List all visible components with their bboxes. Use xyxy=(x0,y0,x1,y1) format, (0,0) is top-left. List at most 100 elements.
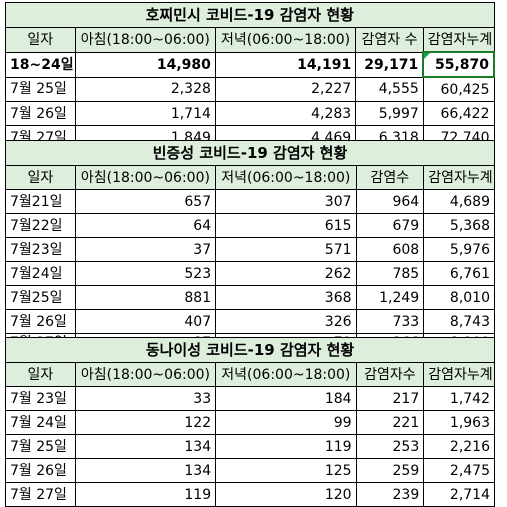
date-cell[interactable]: 7월23일 xyxy=(5,237,76,262)
cumulative-cell[interactable]: 4,689 xyxy=(423,189,495,214)
evening-cell[interactable]: 120 xyxy=(215,482,357,507)
infected-cell[interactable]: 239 xyxy=(355,482,425,507)
date-cell[interactable]: 7월 24일 xyxy=(5,410,76,435)
header-cumulative[interactable]: 감염자누계 xyxy=(422,27,495,53)
infected-cell[interactable]: 5,997 xyxy=(355,101,424,126)
cumulative-value: 55,870 xyxy=(434,56,489,73)
binh-duong-table-title: 빈증성 코비드-19 감염자 현황 xyxy=(5,140,495,166)
table-row: 7월21일 657 307 964 4,689 xyxy=(5,189,495,214)
date-cell[interactable]: 7월 26일 xyxy=(5,101,76,126)
date-cell[interactable]: 7월21일 xyxy=(5,189,76,214)
date-cell[interactable]: 7월 23일 xyxy=(5,386,76,411)
morning-cell[interactable]: 657 xyxy=(74,189,217,214)
table-row: 18~24일 14,980 14,191 29,171 55,870 xyxy=(5,51,495,78)
morning-cell[interactable]: 119 xyxy=(74,482,217,507)
cumulative-cell[interactable]: 2,714 xyxy=(423,482,495,507)
table-row: 7월 26일 1,714 4,283 5,997 66,422 xyxy=(5,101,495,126)
table-row: 7월 24일 122 99 221 1,963 xyxy=(5,410,495,435)
cumulative-cell[interactable]: 2,475 xyxy=(423,458,495,483)
morning-cell[interactable]: 2,328 xyxy=(74,76,216,102)
header-morning[interactable]: 아침(18:00~06:00) xyxy=(74,165,217,190)
date-cell[interactable]: 7월 25일 xyxy=(5,76,76,102)
infected-cell[interactable]: 785 xyxy=(355,261,425,286)
infected-cell[interactable]: 217 xyxy=(355,386,425,411)
cumulative-cell[interactable]: 2,216 xyxy=(423,434,495,459)
table-row: 7월 27일 119 120 239 2,714 xyxy=(5,482,495,507)
cumulative-cell[interactable]: 8,010 xyxy=(423,285,495,310)
evening-cell[interactable]: 14,191 xyxy=(214,51,357,78)
infected-cell[interactable]: 253 xyxy=(355,434,425,459)
morning-cell[interactable]: 1,714 xyxy=(74,101,216,126)
morning-cell[interactable]: 33 xyxy=(74,386,217,411)
cumulative-cell[interactable]: 5,976 xyxy=(423,237,495,262)
table-row: 7월25일 881 368 1,249 8,010 xyxy=(5,285,495,310)
evening-cell[interactable]: 615 xyxy=(215,213,357,238)
morning-cell[interactable]: 881 xyxy=(74,285,217,310)
date-cell[interactable]: 7월 26일 xyxy=(5,309,76,334)
morning-cell[interactable]: 122 xyxy=(74,410,217,435)
morning-cell[interactable]: 134 xyxy=(74,458,217,483)
evening-cell[interactable]: 119 xyxy=(215,434,357,459)
header-morning[interactable]: 아침(18:00~06:00) xyxy=(74,362,217,387)
morning-cell[interactable]: 523 xyxy=(74,261,217,286)
header-cumulative[interactable]: 감염자누계 xyxy=(423,362,495,387)
infected-cell[interactable]: 964 xyxy=(355,189,425,214)
evening-cell[interactable]: 368 xyxy=(215,285,357,310)
infected-cell[interactable]: 608 xyxy=(355,237,425,262)
hcmc-table: 호찌민시 코비드-19 감염자 현황 일자 아침(18:00~06:00) 저녁… xyxy=(5,2,495,150)
cumulative-cell[interactable]: 5,368 xyxy=(423,213,495,238)
evening-cell[interactable]: 99 xyxy=(215,410,357,435)
header-evening[interactable]: 저녁(06:00~18:00) xyxy=(215,362,357,387)
morning-cell[interactable]: 134 xyxy=(74,434,217,459)
cumulative-cell[interactable]: 6,761 xyxy=(423,261,495,286)
header-morning[interactable]: 아침(18:00~06:00) xyxy=(74,27,216,53)
evening-cell[interactable]: 125 xyxy=(215,458,357,483)
infected-cell[interactable]: 221 xyxy=(355,410,425,435)
cumulative-cell[interactable]: 1,963 xyxy=(423,410,495,435)
morning-cell[interactable]: 37 xyxy=(74,237,217,262)
evening-cell[interactable]: 307 xyxy=(215,189,357,214)
header-cumulative[interactable]: 감염자누계 xyxy=(423,165,495,190)
header-evening[interactable]: 저녁(06:00~18:00) xyxy=(215,165,357,190)
date-cell[interactable]: 7월22일 xyxy=(5,213,76,238)
infected-cell[interactable]: 259 xyxy=(355,458,425,483)
date-cell[interactable]: 7월 25일 xyxy=(5,434,76,459)
header-infected[interactable]: 감염수 xyxy=(355,165,425,190)
cumulative-cell[interactable]: 60,425 xyxy=(422,76,495,102)
cumulative-cell-selected[interactable]: 55,870 xyxy=(422,51,495,78)
table-row: 7월 26일 134 125 259 2,475 xyxy=(5,458,495,483)
infected-cell[interactable]: 1,249 xyxy=(355,285,425,310)
cumulative-cell[interactable]: 8,743 xyxy=(423,309,495,334)
date-cell[interactable]: 18~24일 xyxy=(5,51,76,78)
infected-cell[interactable]: 4,555 xyxy=(355,76,424,102)
evening-cell[interactable]: 2,227 xyxy=(214,76,357,102)
infected-cell[interactable]: 679 xyxy=(355,213,425,238)
evening-cell[interactable]: 4,283 xyxy=(214,101,357,126)
evening-cell[interactable]: 571 xyxy=(215,237,357,262)
infected-cell[interactable]: 29,171 xyxy=(355,51,424,78)
morning-cell[interactable]: 64 xyxy=(74,213,217,238)
header-infected[interactable]: 감염자 수 xyxy=(355,27,424,53)
date-cell[interactable]: 7월25일 xyxy=(5,285,76,310)
infected-cell[interactable]: 733 xyxy=(355,309,425,334)
evening-cell[interactable]: 184 xyxy=(215,386,357,411)
morning-cell[interactable]: 407 xyxy=(74,309,217,334)
table-row: 7월23일 37 571 608 5,976 xyxy=(5,237,495,262)
table-row: 7월 25일 2,328 2,227 4,555 60,425 xyxy=(5,76,495,102)
table-row: 7월22일 64 615 679 5,368 xyxy=(5,213,495,238)
header-infected[interactable]: 감염자수 xyxy=(355,362,425,387)
morning-cell[interactable]: 14,980 xyxy=(74,51,216,78)
evening-cell[interactable]: 262 xyxy=(215,261,357,286)
dong-nai-table: 동나이성 코비드-19 감염자 현황 일자 아침(18:00~06:00) 저녁… xyxy=(5,337,495,507)
date-cell[interactable]: 7월24일 xyxy=(5,261,76,286)
date-cell[interactable]: 7월 26일 xyxy=(5,458,76,483)
header-date[interactable]: 일자 xyxy=(5,362,76,387)
header-date[interactable]: 일자 xyxy=(5,165,76,190)
evening-cell[interactable]: 326 xyxy=(215,309,357,334)
header-evening[interactable]: 저녁(06:00~18:00) xyxy=(214,27,357,53)
cumulative-cell[interactable]: 1,742 xyxy=(423,386,495,411)
header-date[interactable]: 일자 xyxy=(5,27,76,53)
date-cell[interactable]: 7월 27일 xyxy=(5,482,76,507)
cumulative-cell[interactable]: 66,422 xyxy=(422,101,495,126)
